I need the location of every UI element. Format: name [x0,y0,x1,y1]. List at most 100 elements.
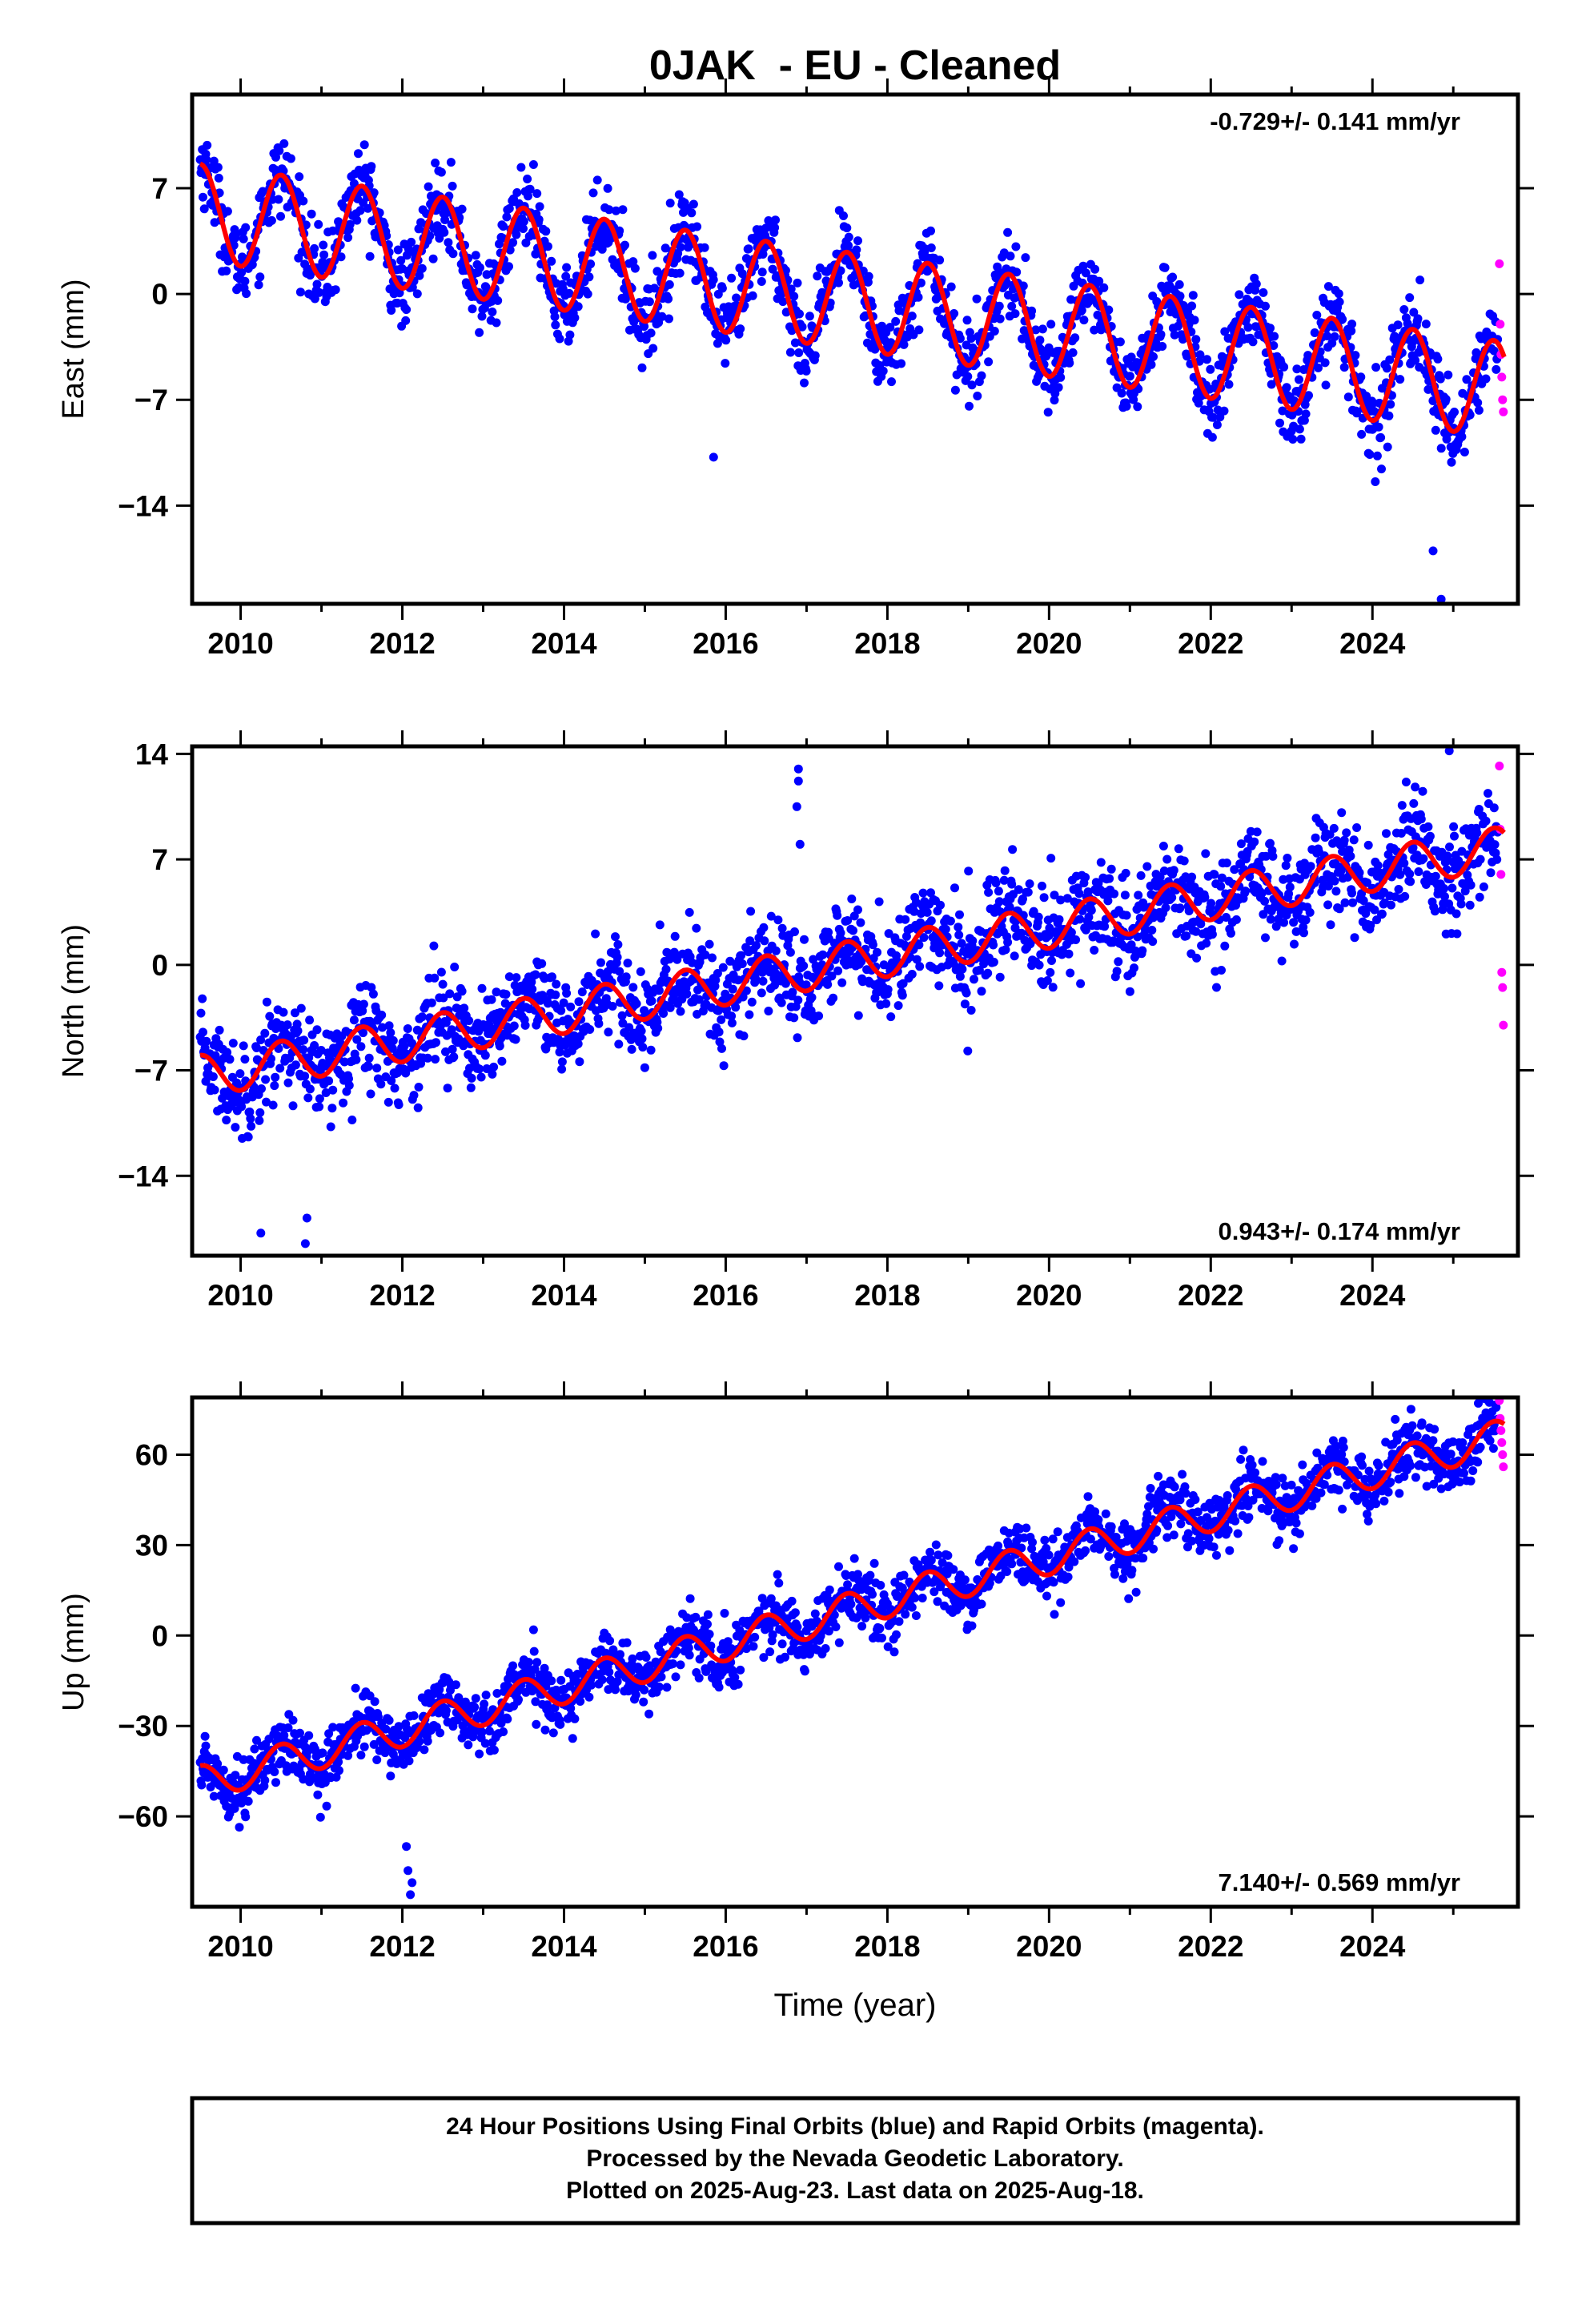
final-orbit-point [296,1003,306,1013]
final-orbit-point [659,1009,669,1018]
final-orbit-point [1050,396,1059,405]
final-orbit-point [409,1711,419,1720]
final-orbit-point [807,993,817,1002]
final-orbit-point [1261,301,1270,311]
final-orbit-point [605,1636,615,1646]
x-tick-label: 2016 [693,627,758,660]
final-orbit-point [305,1084,315,1094]
final-orbit-point [336,252,346,262]
final-orbit-point [670,931,680,941]
final-orbit-point [480,1699,489,1709]
final-orbit-point [448,181,457,191]
final-orbit-point [1001,945,1010,955]
final-orbit-point [717,1015,726,1024]
final-orbit-point [750,1632,760,1642]
final-orbit-point [1056,895,1066,905]
final-orbit-point [466,1083,476,1092]
final-orbit-point [794,348,804,357]
final-orbit-point [786,284,796,294]
final-orbit-point [911,1611,921,1620]
final-orbit-point [1219,406,1229,416]
final-orbit-point [559,998,568,1007]
final-orbit-point [401,316,411,325]
final-orbit-point [537,959,547,968]
final-orbit-point [576,1697,585,1706]
final-orbit-point [1182,931,1191,941]
final-orbit-point [293,1026,303,1035]
final-orbit-point [864,271,873,281]
final-orbit-point [547,256,556,266]
final-orbit-point [1310,328,1319,337]
final-orbit-point [496,1719,506,1728]
rapid-orbit-point [1496,320,1505,329]
final-orbit-point [917,1594,927,1602]
final-orbit-point [1046,854,1056,863]
final-orbit-point [201,1741,211,1751]
final-orbit-point [654,986,664,995]
final-orbit-point [834,1562,843,1571]
final-orbit-point [800,1667,809,1676]
final-orbit-point [1349,835,1359,845]
final-orbit-point [1430,907,1439,916]
final-orbit-point [1084,912,1094,922]
final-orbit-point [674,190,684,199]
final-orbit-point [1450,831,1459,841]
final-orbit-point [417,263,427,273]
final-orbit-point [300,1072,310,1081]
final-orbit-point [733,1679,743,1689]
final-orbit-point [795,309,804,319]
final-orbit-point [627,1044,636,1054]
final-orbit-point [757,277,766,286]
final-orbit-point [778,297,788,307]
final-orbit-point [1068,348,1078,357]
final-orbit-point [492,318,501,328]
final-orbit-point [968,936,978,946]
final-orbit-point [1096,858,1106,867]
final-orbit-point [705,1630,714,1639]
final-orbit-point [685,907,694,917]
final-orbit-point [615,226,624,235]
final-orbit-point [789,1013,799,1023]
final-orbit-point [757,1594,767,1603]
final-orbit-point [766,1594,776,1603]
final-orbit-point [303,1093,313,1103]
final-orbit-point [973,392,982,400]
outlier-point [1444,746,1454,756]
final-orbit-point [347,1116,357,1124]
final-orbit-point [561,271,571,281]
final-orbit-point [562,263,572,272]
rapid-orbit-point [1495,762,1504,770]
final-orbit-point [1356,372,1366,382]
final-orbit-point [682,989,692,999]
final-orbit-point [1325,830,1335,839]
final-orbit-point [1352,823,1362,832]
y-tick-label: 0 [151,949,168,982]
final-orbit-point [618,205,628,215]
final-orbit-point [970,975,978,984]
final-orbit-point [935,948,945,958]
final-orbit-point [684,1643,693,1653]
final-orbit-point [657,312,667,321]
final-orbit-point [1394,885,1403,894]
final-orbit-point [1227,928,1235,938]
final-orbit-point [1215,412,1225,422]
final-orbit-point [621,972,631,982]
final-orbit-point [1134,891,1143,900]
final-orbit-point [886,1012,896,1022]
final-orbit-point [676,243,685,252]
final-orbit-point [438,979,448,989]
final-orbit-point [963,1046,973,1055]
final-orbit-point [950,883,959,893]
final-orbit-point [1450,408,1459,416]
final-orbit-point [1347,320,1357,329]
final-orbit-point [366,1089,375,1099]
final-orbit-point [1406,877,1415,887]
final-orbit-point [331,1772,341,1782]
final-orbit-point [1200,893,1210,902]
final-orbit-point [1054,915,1064,924]
final-orbit-point [1206,364,1215,374]
final-orbit-point [551,320,560,330]
rapid-orbit-point [1499,407,1508,416]
final-orbit-point [596,958,605,967]
final-orbit-point [676,1660,685,1670]
